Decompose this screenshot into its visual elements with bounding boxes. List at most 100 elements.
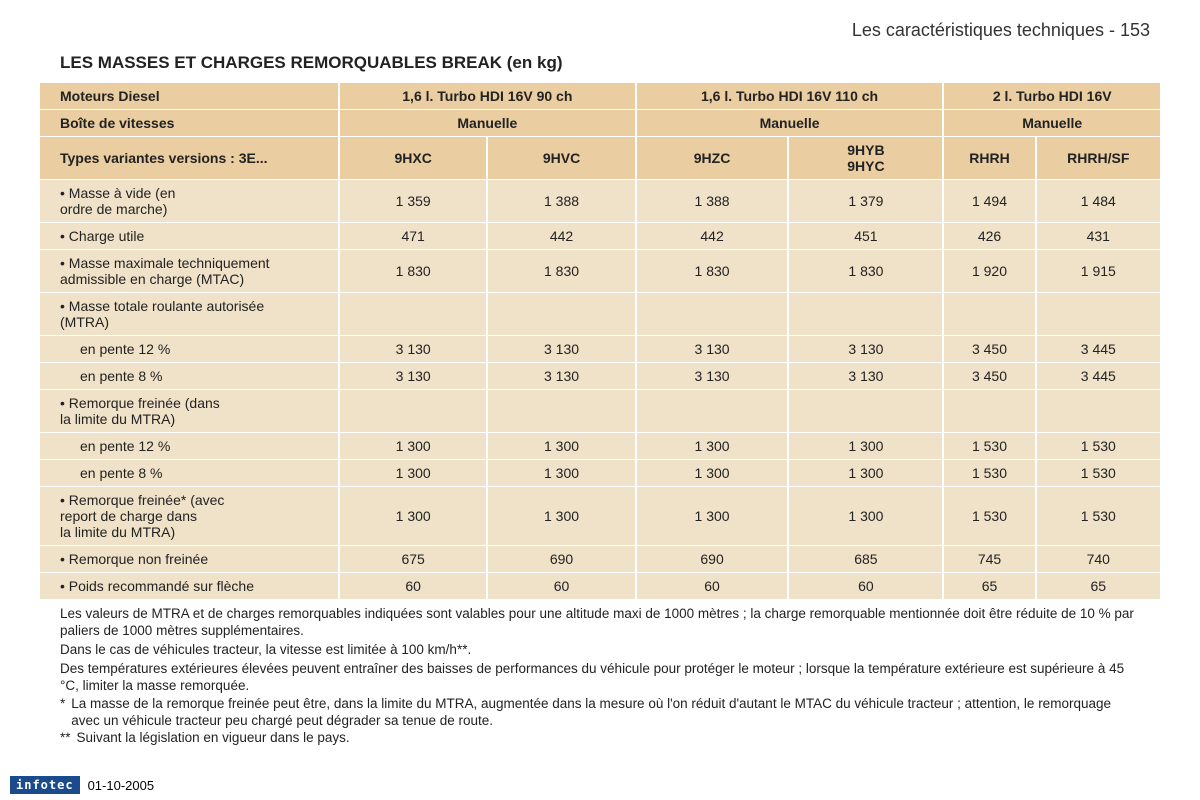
data-cell [1037,390,1160,433]
data-cell: 1 359 [340,180,488,223]
data-cell: 426 [944,223,1036,250]
data-cell [789,293,944,336]
data-cell: 1 300 [340,460,488,487]
table-row: • Charge utile471442442451426431 [40,223,1160,250]
data-cell: 1 300 [488,487,636,546]
data-cell: 60 [340,573,488,600]
data-cell: 3 450 [944,363,1036,390]
variant-5: RHRH/SF [1037,137,1160,180]
footnote-star-2: ** [60,730,71,747]
variant-2: 9HZC [637,137,790,180]
data-cell: 1 530 [1037,460,1160,487]
data-cell: 3 445 [1037,336,1160,363]
data-cell [488,293,636,336]
data-cell: 1 300 [637,487,790,546]
footnote-1: * La masse de la remorque freinée peut ê… [60,696,1140,730]
data-cell: 1 300 [340,433,488,460]
variant-1: 9HVC [488,137,636,180]
data-cell: 1 530 [944,433,1036,460]
data-cell [789,390,944,433]
table-row: • Remorque non freinée675690690685745740 [40,546,1160,573]
table-row: • Poids recommandé sur flèche60606060656… [40,573,1160,600]
footnote-star-1: * [60,696,65,730]
gearbox-row: Boîte de vitesses Manuelle Manuelle Manu… [40,110,1160,137]
row-label: • Masse maximale techniquement admissibl… [40,250,340,293]
engine-row: Moteurs Diesel 1,6 l. Turbo HDI 16V 90 c… [40,83,1160,110]
data-cell: 1 300 [637,460,790,487]
data-cell: 1 300 [637,433,790,460]
row-label: en pente 8 % [40,363,340,390]
data-cell: 1 920 [944,250,1036,293]
data-cell: 1 300 [340,487,488,546]
table-row: en pente 8 %1 3001 3001 3001 3001 5301 5… [40,460,1160,487]
row-label: • Poids recommandé sur flèche [40,573,340,600]
data-cell: 3 130 [340,363,488,390]
data-cell: 3 130 [488,363,636,390]
gearbox-col-1: Manuelle [637,110,945,137]
infotec-badge: infotec [10,776,80,794]
footnote-2: ** Suivant la législation en vigueur dan… [60,730,1140,747]
data-cell: 1 530 [944,460,1036,487]
data-cell: 1 300 [488,433,636,460]
data-cell: 1 530 [1037,433,1160,460]
table-row: • Masse à vide (en ordre de marche)1 359… [40,180,1160,223]
data-cell: 1 915 [1037,250,1160,293]
data-cell: 745 [944,546,1036,573]
row-label: • Masse totale roulante autorisée (MTRA) [40,293,340,336]
note-1: Dans le cas de véhicules tracteur, la vi… [60,642,1140,659]
data-cell: 1 530 [1037,487,1160,546]
data-cell: 3 130 [637,363,790,390]
row-label: en pente 8 % [40,460,340,487]
data-cell [944,293,1036,336]
data-cell: 1 484 [1037,180,1160,223]
data-cell [488,390,636,433]
table-row: • Remorque freinée (dans la limite du MT… [40,390,1160,433]
data-cell: 685 [789,546,944,573]
row-label: • Remorque freinée* (avec report de char… [40,487,340,546]
row-label: • Remorque freinée (dans la limite du MT… [40,390,340,433]
table-row: en pente 12 %3 1303 1303 1303 1303 4503 … [40,336,1160,363]
data-cell: 1 830 [637,250,790,293]
gearbox-label: Boîte de vitesses [40,110,340,137]
data-cell: 1 530 [944,487,1036,546]
data-cell [637,293,790,336]
data-cell: 471 [340,223,488,250]
variants-label: Types variantes versions : 3E... [40,137,340,180]
data-cell: 442 [488,223,636,250]
data-cell: 690 [637,546,790,573]
row-label: en pente 12 % [40,336,340,363]
gearbox-col-0: Manuelle [340,110,637,137]
variant-3: 9HYB 9HYC [789,137,944,180]
section-title: LES MASSES ET CHARGES REMORQUABLES BREAK… [60,53,1160,73]
footnote-text-2: Suivant la législation en vigueur dans l… [77,730,350,747]
data-cell: 442 [637,223,790,250]
data-cell: 3 130 [340,336,488,363]
data-cell: 1 388 [488,180,636,223]
variant-0: 9HXC [340,137,488,180]
data-cell: 60 [789,573,944,600]
note-0: Les valeurs de MTRA et de charges remorq… [60,606,1140,640]
data-cell [637,390,790,433]
engine-col-2: 2 l. Turbo HDI 16V [944,83,1160,110]
page-header: Les caractéristiques techniques - 153 [40,20,1160,41]
data-cell [340,293,488,336]
data-cell: 1 830 [789,250,944,293]
data-cell: 3 130 [488,336,636,363]
variant-4: RHRH [944,137,1036,180]
data-cell: 740 [1037,546,1160,573]
footnote-text-1: La masse de la remorque freinée peut êtr… [71,696,1140,730]
row-label: • Masse à vide (en ordre de marche) [40,180,340,223]
table-row: • Masse maximale techniquement admissibl… [40,250,1160,293]
data-cell: 60 [637,573,790,600]
data-cell: 65 [944,573,1036,600]
data-cell: 431 [1037,223,1160,250]
note-2: Des températures extérieures élevées peu… [60,661,1140,695]
data-cell: 1 388 [637,180,790,223]
data-cell: 675 [340,546,488,573]
data-cell: 1 300 [488,460,636,487]
engine-col-1: 1,6 l. Turbo HDI 16V 110 ch [637,83,945,110]
data-cell: 3 130 [789,363,944,390]
data-cell: 1 830 [488,250,636,293]
data-cell [340,390,488,433]
table-row: en pente 8 %3 1303 1303 1303 1303 4503 4… [40,363,1160,390]
